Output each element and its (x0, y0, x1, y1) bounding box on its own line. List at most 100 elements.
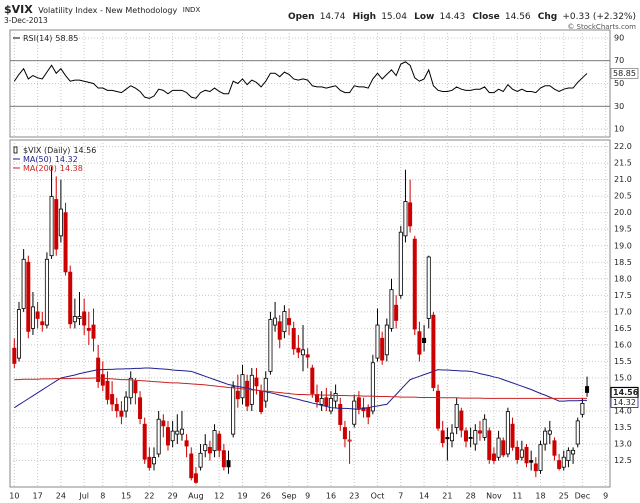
candle-body (501, 440, 506, 456)
y-tick-label: 22.0 (614, 142, 632, 151)
legend-name: RSI(14) (23, 34, 52, 43)
candle-body (221, 450, 226, 468)
candle-body (161, 420, 166, 427)
candle-body (524, 446, 529, 464)
x-tick-label: 11 (512, 492, 522, 501)
candle-body (198, 452, 203, 468)
y-tick-label: 21.5 (614, 159, 632, 168)
candle-body (114, 403, 119, 412)
y-tick-label: 13.5 (614, 423, 632, 432)
x-tick-label: Sep (282, 492, 297, 501)
high-value: 15.04 (381, 12, 407, 22)
candle-body (477, 430, 482, 434)
candle-body (394, 304, 399, 321)
y-tick-label: 19.5 (614, 225, 632, 234)
candle-body (547, 430, 552, 435)
candle-body (58, 208, 63, 237)
candle-body (356, 397, 361, 409)
value-tag (610, 68, 639, 79)
x-tick-label: 22 (144, 492, 154, 501)
candle-body (580, 402, 585, 415)
candle-body (68, 271, 73, 325)
ohlc-summary: Open 14.74 High 15.04 Low 14.43 Close 14… (288, 12, 636, 22)
candle-body (375, 324, 380, 359)
candle-body (403, 201, 408, 237)
candle-body (533, 463, 538, 472)
x-tick-label: Aug (188, 492, 204, 501)
candle-body (77, 316, 82, 319)
candle-body (543, 430, 548, 445)
candle-body (30, 306, 35, 329)
candle-body (347, 439, 352, 442)
candle-body (16, 309, 21, 359)
legend-icon (13, 146, 18, 154)
y-tick-label: 21.0 (614, 175, 632, 184)
candle-body (566, 450, 571, 461)
candle-body (86, 327, 91, 331)
legend-value: 14.38 (60, 164, 83, 173)
candle-body (282, 311, 287, 333)
high-label: High (353, 12, 376, 22)
price-panel (9, 139, 611, 488)
legend-value: 14.56 (73, 146, 96, 155)
legend-entry: MA(50) 14.32 (23, 155, 78, 164)
y-tick-label: 16.5 (614, 324, 632, 333)
candle-body (440, 430, 445, 444)
candle-body (519, 449, 524, 458)
low-value: 14.43 (439, 12, 465, 22)
candle-body (245, 380, 250, 407)
x-tick-label: 21 (442, 492, 452, 501)
legend-name: MA(200) (23, 164, 57, 173)
candle-body (561, 456, 566, 468)
candle-body (473, 430, 478, 445)
close-value: 14.56 (505, 12, 531, 22)
x-tick-label: 9 (603, 492, 608, 501)
candle-body (445, 437, 450, 440)
candle-body (124, 396, 129, 412)
candle-body (91, 324, 96, 339)
candle-body (571, 449, 576, 455)
candle-body (491, 453, 496, 461)
candle-body (54, 199, 59, 250)
legend-name: MA(50) (23, 155, 52, 164)
x-tick-label: 26 (261, 492, 271, 501)
candle-body (557, 460, 562, 469)
candle-body (338, 403, 343, 425)
candle-body (72, 316, 77, 323)
candle-body (314, 394, 319, 403)
x-tick-label: 19 (237, 492, 247, 501)
y-tick-label: 50 (614, 79, 624, 88)
candle-body (110, 394, 115, 405)
candle-body (105, 380, 110, 400)
candle-body (412, 238, 417, 330)
x-tick-label: 12 (214, 492, 224, 501)
x-tick-label: 14 (419, 492, 429, 501)
x-tick-label: 7 (398, 492, 403, 501)
candle-body (324, 397, 329, 407)
x-tick-label: 17 (33, 492, 43, 501)
candle-body (510, 423, 515, 448)
candle-body (296, 347, 301, 353)
y-tick-label: 17.5 (614, 291, 632, 300)
y-tick-label: 20.0 (614, 208, 632, 217)
y-tick-label: 18.0 (614, 274, 632, 283)
exchange: INDX (183, 6, 201, 14)
x-tick-label: Oct (371, 492, 385, 501)
open-value: 14.74 (320, 12, 346, 22)
candle-body (268, 319, 273, 372)
candle-body (156, 418, 161, 455)
security-name: Volatility Index - New Methodology (38, 6, 177, 15)
x-tick-label: 9 (305, 492, 310, 501)
candle-body (436, 390, 441, 429)
candle-body (35, 311, 40, 319)
candle-body (259, 390, 264, 413)
value-tag-label: 58.85 (613, 69, 636, 78)
candle-body (328, 398, 333, 412)
legend-entry: MA(200) 14.38 (23, 164, 83, 173)
candle-body (170, 430, 175, 442)
candle-body (352, 400, 357, 425)
candle-body (203, 444, 208, 452)
candle-body (552, 440, 557, 456)
candle-body (468, 437, 473, 439)
